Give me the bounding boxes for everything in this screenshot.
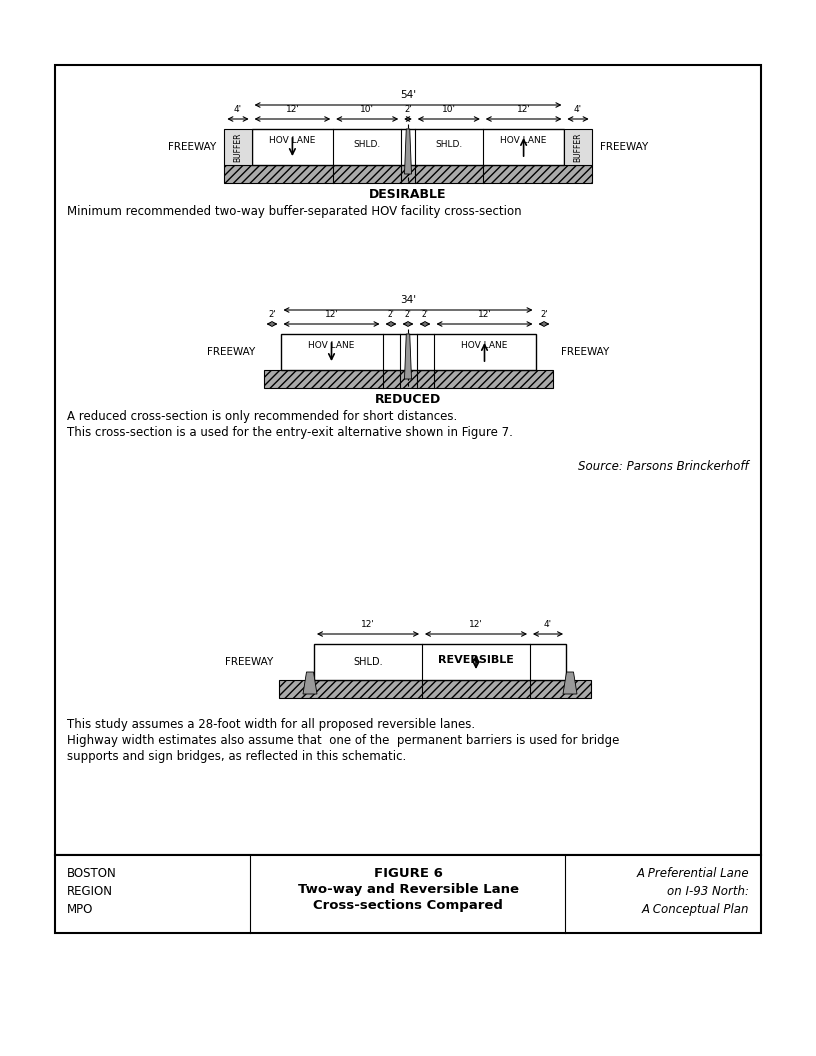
Text: HOV LANE: HOV LANE	[269, 135, 316, 145]
Bar	[224, 165, 592, 183]
Text: This study assumes a 28-foot width for all proposed reversible lanes.: This study assumes a 28-foot width for a…	[67, 718, 475, 731]
Text: A reduced cross-section is only recommended for short distances.: A reduced cross-section is only recommen…	[67, 410, 457, 423]
Text: DESIRABLE: DESIRABLE	[370, 188, 446, 201]
Text: supports and sign bridges, as reflected in this schematic.: supports and sign bridges, as reflected …	[67, 750, 406, 763]
Text: FREEWAY: FREEWAY	[600, 142, 648, 152]
Text: A Preferential Lane
on I-93 North:
A Conceptual Plan: A Preferential Lane on I-93 North: A Con…	[636, 867, 749, 916]
Polygon shape	[303, 672, 317, 694]
Text: BUFFER: BUFFER	[574, 132, 583, 162]
Text: 2': 2'	[268, 310, 276, 319]
Text: 34': 34'	[400, 295, 416, 305]
Text: 12': 12'	[325, 310, 339, 319]
Bar	[314, 644, 566, 680]
Text: Cross-sections Compared: Cross-sections Compared	[313, 899, 503, 912]
Text: Minimum recommended two-way buffer-separated HOV facility cross-section: Minimum recommended two-way buffer-separ…	[67, 205, 521, 218]
Bar	[251, 129, 565, 165]
Text: 12': 12'	[469, 620, 483, 629]
Text: Two-way and Reversible Lane: Two-way and Reversible Lane	[298, 883, 518, 895]
Text: FREEWAY: FREEWAY	[561, 347, 609, 357]
Text: 2': 2'	[540, 310, 548, 319]
Text: HOV LANE: HOV LANE	[500, 135, 547, 145]
Polygon shape	[563, 672, 577, 694]
Text: FREEWAY: FREEWAY	[168, 142, 216, 152]
Text: FREEWAY: FREEWAY	[224, 657, 273, 667]
Text: Source: Parsons Brinckerhoff: Source: Parsons Brinckerhoff	[579, 460, 749, 473]
Text: 12': 12'	[286, 105, 299, 114]
Text: FREEWAY: FREEWAY	[207, 347, 255, 357]
Text: 12': 12'	[361, 620, 375, 629]
Text: 2': 2'	[422, 310, 428, 319]
Text: HOV LANE: HOV LANE	[461, 341, 508, 350]
Bar	[55, 855, 761, 934]
Text: 54': 54'	[400, 90, 416, 100]
Text: REDUCED: REDUCED	[375, 393, 441, 406]
Text: 2': 2'	[405, 310, 411, 319]
Text: BUFFER: BUFFER	[233, 132, 242, 162]
Bar	[281, 334, 535, 370]
Text: SHLD.: SHLD.	[353, 139, 381, 149]
Text: This cross-section is a used for the entry-exit alternative shown in Figure 7.: This cross-section is a used for the ent…	[67, 426, 513, 439]
Text: Highway width estimates also assume that  one of the  permanent barriers is used: Highway width estimates also assume that…	[67, 734, 619, 747]
Text: BOSTON
REGION
MPO: BOSTON REGION MPO	[67, 867, 117, 916]
Polygon shape	[405, 129, 411, 174]
Text: 12': 12'	[477, 310, 491, 319]
Bar	[565, 129, 592, 165]
Text: SHLD.: SHLD.	[353, 657, 383, 667]
Text: 2': 2'	[388, 310, 394, 319]
Text: 10': 10'	[441, 105, 456, 114]
Polygon shape	[405, 334, 411, 379]
Text: 4': 4'	[544, 620, 552, 629]
Text: FIGURE 6: FIGURE 6	[374, 867, 442, 880]
Text: 10': 10'	[360, 105, 375, 114]
Text: 4': 4'	[234, 105, 242, 114]
Text: 12': 12'	[517, 105, 530, 114]
Text: 4': 4'	[574, 105, 582, 114]
Bar	[55, 65, 761, 855]
Bar	[279, 680, 591, 698]
Text: HOV LANE: HOV LANE	[308, 341, 355, 350]
Bar	[264, 370, 552, 388]
Text: 2': 2'	[404, 105, 412, 114]
Text: SHLD.: SHLD.	[435, 139, 463, 149]
Text: REVERSIBLE: REVERSIBLE	[438, 655, 514, 665]
Bar	[224, 129, 251, 165]
